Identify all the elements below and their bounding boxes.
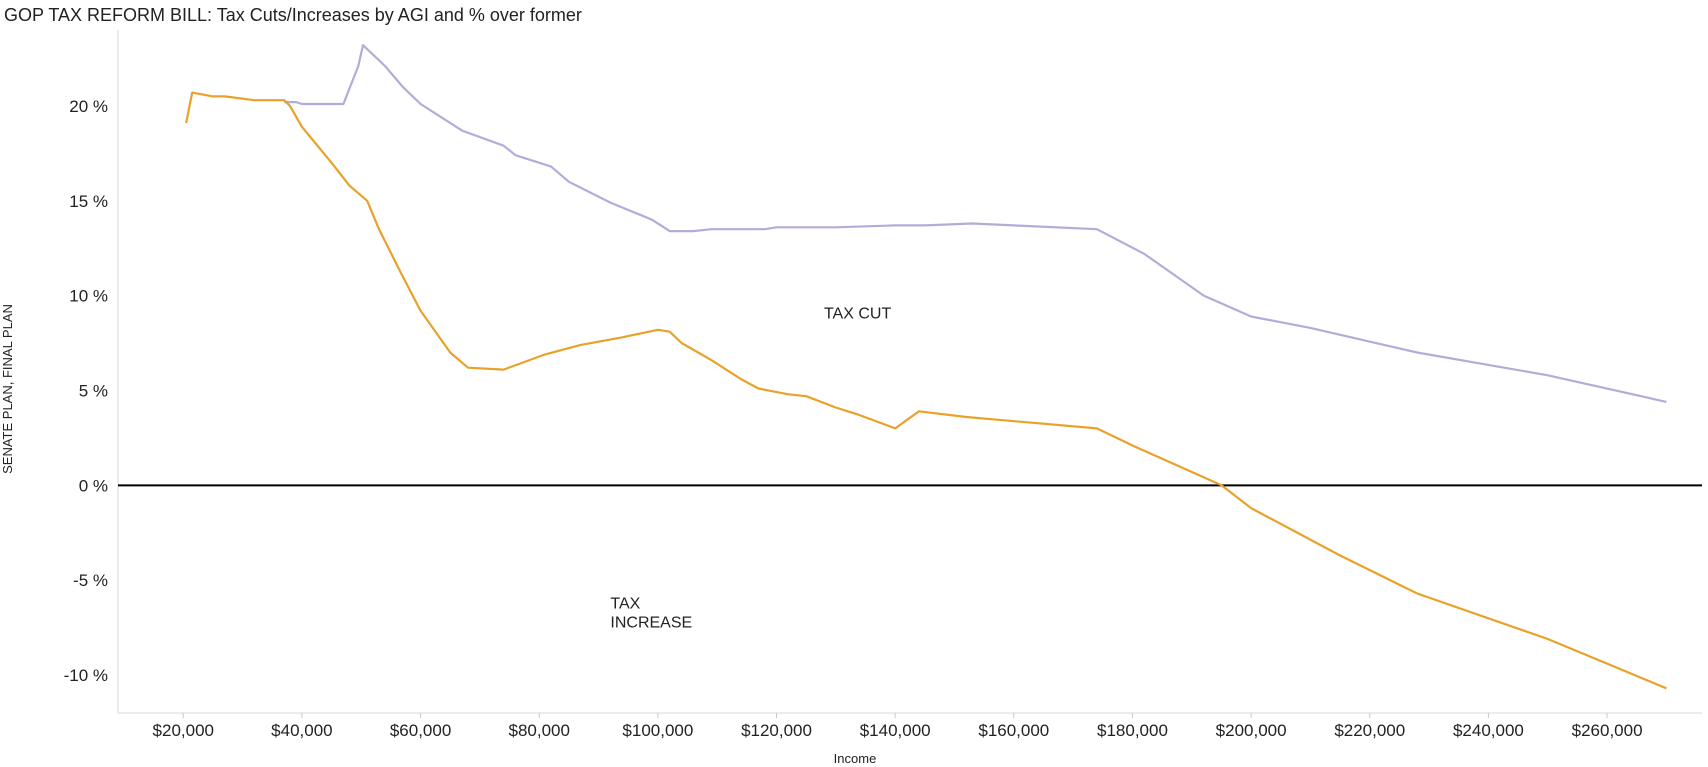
y-tick-label: 5 % <box>79 381 108 400</box>
x-tick-label: $260,000 <box>1572 721 1643 740</box>
annotation-1: TAX CUT <box>824 305 891 322</box>
series-line-2 <box>185 91 1667 690</box>
x-axis-ticks: $20,000 $40,000 $60,000 $80,000 $100,000 $120… <box>153 713 1643 740</box>
annotation-2: TAX INCREASE <box>610 596 692 632</box>
x-tick-label: $120,000 <box>741 721 812 740</box>
x-tick-label: $140,000 <box>860 721 931 740</box>
x-tick-label: $240,000 <box>1453 721 1524 740</box>
y-axis-ticks: 20 % 15 % 10 % 5 % 0 % -5 % -10 % <box>64 97 108 685</box>
x-tick-label: $100,000 <box>622 721 693 740</box>
series-line-1 <box>284 44 1667 403</box>
y-axis-label: SENATE PLAN, FINAL PLAN <box>0 304 15 474</box>
x-tick-label: $160,000 <box>978 721 1049 740</box>
y-tick-label: 20 % <box>69 97 108 116</box>
y-tick-label: 10 % <box>69 287 108 306</box>
plot-frame <box>117 30 1702 714</box>
x-tick-label: $20,000 <box>153 721 214 740</box>
series-layer <box>185 44 1667 690</box>
x-tick-label: $220,000 <box>1334 721 1405 740</box>
x-tick-label: $40,000 <box>271 721 332 740</box>
chart-title: GOP TAX REFORM BILL: Tax Cuts/Increases … <box>4 5 582 25</box>
y-tick-label: 0 % <box>79 476 108 495</box>
y-tick-label: -5 % <box>73 571 108 590</box>
x-axis-label: Income <box>834 751 877 766</box>
y-tick-label: 15 % <box>69 192 108 211</box>
x-tick-label: $60,000 <box>390 721 451 740</box>
x-tick-label: $180,000 <box>1097 721 1168 740</box>
annotations: TAX CUT TAX INCREASE <box>610 305 891 631</box>
x-tick-label: $80,000 <box>508 721 569 740</box>
x-tick-label: $200,000 <box>1216 721 1287 740</box>
y-tick-label: -10 % <box>64 666 108 685</box>
